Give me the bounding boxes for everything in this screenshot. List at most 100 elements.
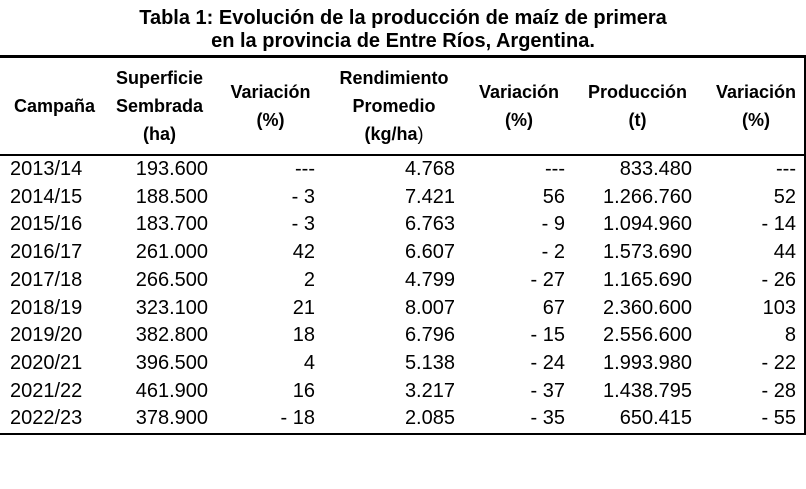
cell-rendimiento: 5.138: [404, 351, 455, 374]
cell-superficie: 183.700: [135, 213, 208, 236]
table-row: 2022/23 378.900 - 18 2.085 - 35 650.415 - 55: [0, 405, 804, 433]
cell-variacion-3: - 26: [761, 268, 796, 291]
col-header-line: Sembrada: [115, 96, 204, 116]
cell-superficie: 396.500: [135, 351, 208, 374]
cell-produccion: 1.266.760: [603, 185, 692, 208]
cell-superficie: 461.900: [135, 379, 208, 402]
cell-produccion: 1.165.690: [603, 268, 692, 291]
table-row: 2020/21 396.500 4 5.138 - 24 1.993.980 - 22: [0, 350, 804, 378]
cell-superficie: 323.100: [135, 296, 208, 319]
cell-variacion-2: 67: [542, 296, 565, 319]
cell-superficie: 378.900: [135, 407, 208, 430]
col-header-line: Campaña: [14, 96, 96, 116]
cell-rendimiento: 6.607: [404, 241, 455, 264]
cell-variacion-3: ---: [776, 158, 796, 180]
cell-superficie: 261.000: [135, 241, 208, 264]
table-figure: Tabla 1: Evolución de la producción de m…: [0, 0, 806, 436]
cell-variacion-2: - 15: [530, 324, 565, 347]
table-title: Tabla 1: Evolución de la producción de m…: [0, 0, 806, 55]
cell-campana: 2017/18: [10, 268, 83, 291]
cell-produccion: 1.573.690: [603, 241, 692, 264]
cell-campana: 2016/17: [10, 241, 83, 264]
col-header-line: Variación: [715, 82, 797, 102]
cell-produccion: 1.993.980: [603, 351, 692, 374]
cell-campana: 2018/19: [10, 296, 83, 319]
cell-produccion: 1.438.795: [603, 379, 692, 402]
col-header-variacion-2: Variación (%): [457, 58, 567, 155]
cell-variacion-3: 8: [784, 324, 796, 347]
cell-campana: 2013/14: [10, 158, 83, 180]
col-header-line: Variación: [230, 82, 311, 102]
cell-rendimiento: 3.217: [404, 379, 455, 402]
cell-variacion-2: - 24: [530, 351, 565, 374]
table-row: 2021/22 461.900 16 3.217 - 37 1.438.795 - 28: [0, 378, 804, 406]
table-row: 2019/20 382.800 18 6.796 - 15 2.556.600 8: [0, 322, 804, 350]
cell-campana: 2022/23: [10, 407, 83, 430]
col-header-line: Promedio: [352, 96, 436, 116]
table-title-line1: Tabla 1: Evolución de la producción de m…: [139, 7, 667, 29]
cell-variacion-1: - 18: [280, 407, 315, 430]
col-header-line: (t): [628, 110, 647, 130]
col-header-superficie: Superficie Sembrada (ha): [95, 58, 210, 155]
cell-variacion-1: 21: [292, 296, 315, 319]
cell-variacion-1: 42: [292, 241, 315, 264]
cell-rendimiento: 6.763: [404, 213, 455, 236]
col-header-variacion-3: Variación (%): [694, 58, 804, 155]
cell-rendimiento: 2.085: [404, 407, 455, 430]
cell-campana: 2019/20: [10, 324, 83, 347]
data-table: Campaña Superficie Sembrada (ha) Variación (%…: [0, 58, 804, 433]
cell-variacion-3: 52: [773, 185, 796, 208]
col-header-line: Variación: [478, 82, 560, 102]
cell-rendimiento: 4.799: [404, 268, 455, 291]
cell-rendimiento: 7.421: [404, 185, 455, 208]
cell-variacion-2: 56: [542, 185, 565, 208]
col-header-line: (kg/ha): [364, 124, 424, 144]
cell-superficie: 382.800: [135, 324, 208, 347]
table-title-line2: en la provincia de Entre Ríos, Argentina…: [211, 30, 595, 52]
cell-variacion-1: 4: [303, 351, 315, 374]
cell-variacion-2: - 35: [530, 407, 565, 430]
cell-variacion-2: - 9: [541, 213, 565, 236]
table-header-row: Campaña Superficie Sembrada (ha) Variación (%…: [0, 58, 804, 155]
cell-campana: 2020/21: [10, 351, 83, 374]
table-row: 2016/17 261.000 42 6.607 - 2 1.573.690 44: [0, 239, 804, 267]
cell-variacion-1: 16: [292, 379, 315, 402]
cell-variacion-1: 18: [292, 324, 315, 347]
cell-variacion-3: 44: [773, 241, 796, 264]
col-header-line: (%): [505, 110, 533, 130]
col-header-rendimiento: Rendimiento Promedio (kg/ha): [317, 58, 457, 155]
col-header-line: Producción: [587, 82, 687, 102]
cell-variacion-1: 2: [303, 268, 315, 291]
cell-campana: 2014/15: [10, 185, 83, 208]
cell-variacion-1: ---: [295, 158, 315, 180]
col-header-line: (%): [742, 110, 770, 130]
table-row: 2013/14 193.600 --- 4.768 --- 833.480 ---: [0, 155, 804, 184]
table-header: Campaña Superficie Sembrada (ha) Variación (%…: [0, 58, 804, 155]
cell-produccion: 2.360.600: [603, 296, 692, 319]
col-header-campana: Campaña: [0, 58, 95, 155]
col-header-tail: ): [417, 124, 424, 144]
cell-campana: 2015/16: [10, 213, 83, 236]
cell-superficie: 188.500: [135, 185, 208, 208]
cell-rendimiento: 6.796: [404, 324, 455, 347]
col-header-line: (%): [256, 110, 285, 130]
cell-superficie: 193.600: [135, 158, 208, 180]
cell-variacion-3: - 55: [761, 407, 796, 430]
cell-variacion-3: - 14: [761, 213, 796, 236]
cell-variacion-2: - 2: [541, 241, 565, 264]
cell-produccion: 833.480: [619, 158, 692, 180]
cell-variacion-1: - 3: [291, 213, 315, 236]
cell-variacion-2: - 37: [530, 379, 565, 402]
cell-rendimiento: 8.007: [404, 296, 455, 319]
cell-superficie: 266.500: [135, 268, 208, 291]
cell-variacion-3: - 22: [761, 351, 796, 374]
cell-produccion: 650.415: [619, 407, 692, 430]
table-row: 2015/16 183.700 - 3 6.763 - 9 1.094.960 - 14: [0, 211, 804, 239]
col-header-variacion-1: Variación (%): [210, 58, 317, 155]
cell-variacion-2: ---: [545, 158, 565, 180]
cell-produccion: 1.094.960: [603, 213, 692, 236]
table-row: 2018/19 323.100 21 8.007 67 2.360.600 103: [0, 295, 804, 323]
table-body: 2013/14 193.600 --- 4.768 --- 833.480 --- 2014/…: [0, 155, 804, 433]
cell-campana: 2021/22: [10, 379, 83, 402]
cell-variacion-3: 103: [762, 296, 796, 319]
